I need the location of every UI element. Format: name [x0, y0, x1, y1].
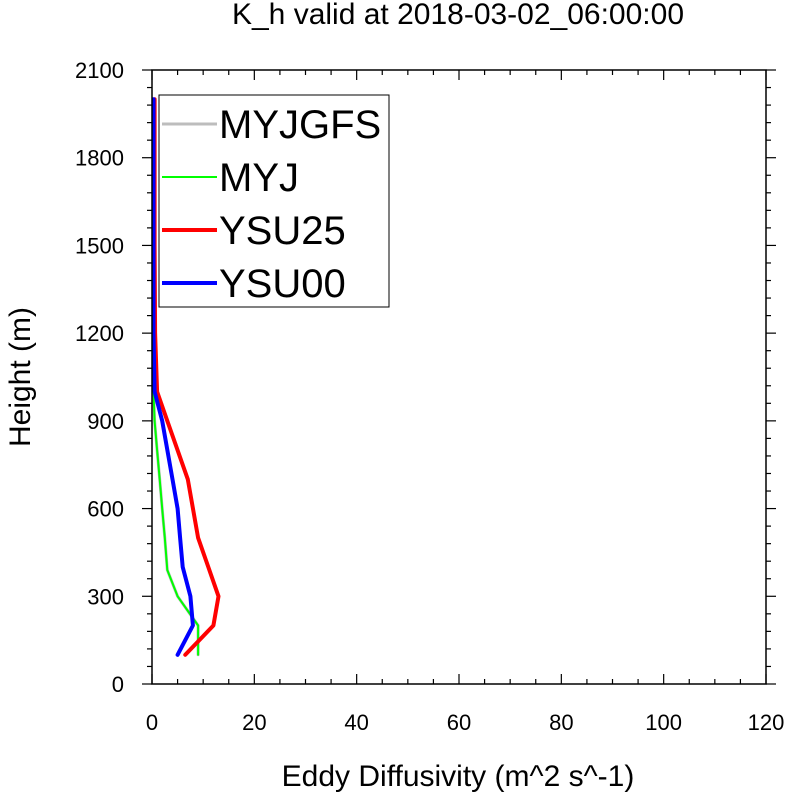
y-tick-label: 1200	[75, 321, 124, 346]
y-tick-label: 2100	[75, 58, 124, 83]
y-tick-label: 300	[87, 584, 124, 609]
y-tick-label: 1800	[75, 146, 124, 171]
legend-label-myj: MYJ	[219, 156, 299, 200]
chart-title: K_h valid at 2018-03-02_06:00:00	[232, 0, 684, 31]
x-tick-label: 0	[146, 710, 158, 735]
y-tick-label: 600	[87, 497, 124, 522]
y-axis-title: Height (m)	[4, 307, 37, 447]
legend-label-ysu25: YSU25	[219, 209, 346, 253]
legend-box	[158, 94, 390, 308]
plot-lines	[151, 97, 221, 657]
axis-ticks	[142, 69, 776, 685]
x-tick-label: 100	[645, 710, 682, 735]
x-axis-title: Eddy Diffusivity (m^2 s^-1)	[282, 760, 635, 793]
y-tick-label: 900	[87, 409, 124, 434]
y-tick-label: 0	[112, 672, 124, 697]
x-tick-label: 80	[549, 710, 573, 735]
x-tick-label: 20	[242, 710, 266, 735]
legend-label-myjgfs: MYJGFS	[219, 103, 381, 147]
y-tick-label: 1500	[75, 233, 124, 258]
legend-label-ysu00: YSU00	[219, 262, 346, 306]
series-line-ysu00	[151, 97, 195, 657]
legend: MYJGFS MYJ YSU25 YSU00	[158, 94, 390, 308]
axis-tick-labels: 0 20 40 60 80 100 1200300600900120015001800210…	[75, 58, 784, 735]
x-tick-label: 120	[748, 710, 785, 735]
x-tick-label: 40	[344, 710, 368, 735]
x-tick-label: 60	[447, 710, 471, 735]
